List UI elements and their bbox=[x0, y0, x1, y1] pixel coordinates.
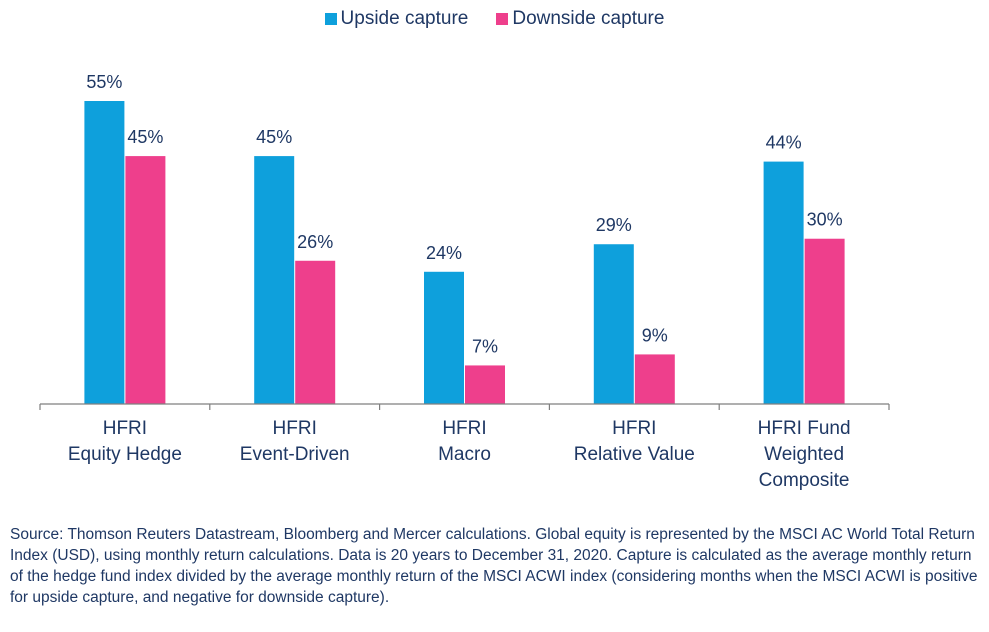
category-label-5-line-1: HFRI Fund bbox=[758, 418, 851, 439]
category-label-2-line-1: HFRI bbox=[273, 418, 317, 439]
data-label-upside-2: 45% bbox=[256, 127, 292, 147]
bar-upside-4 bbox=[593, 244, 634, 404]
category-label-4-line-1: HFRI bbox=[612, 418, 656, 439]
category-label-1-line-1: HFRI bbox=[103, 418, 147, 439]
data-label-downside-4: 9% bbox=[642, 325, 668, 345]
bar-downside-5 bbox=[804, 238, 845, 404]
data-label-downside-3: 7% bbox=[472, 336, 498, 356]
category-label-5-line-3: Composite bbox=[759, 470, 850, 491]
bar-downside-2 bbox=[295, 260, 336, 404]
category-label-1-line-2: Equity Hedge bbox=[68, 444, 182, 465]
chart-legend: Upside capture Downside capture bbox=[0, 8, 989, 30]
data-label-upside-3: 24% bbox=[426, 243, 462, 263]
data-label-upside-4: 29% bbox=[596, 215, 632, 235]
data-label-upside-1: 55% bbox=[86, 72, 122, 92]
legend-item-downside: Downside capture bbox=[496, 8, 664, 30]
legend-label-downside: Downside capture bbox=[512, 8, 665, 29]
bar-upside-5 bbox=[763, 161, 804, 404]
bar-downside-1 bbox=[125, 156, 166, 404]
category-label-4-line-2: Relative Value bbox=[574, 444, 695, 465]
bar-upside-1 bbox=[84, 101, 125, 404]
data-label-downside-2: 26% bbox=[297, 232, 333, 252]
category-label-2-line-2: Event-Driven bbox=[240, 444, 350, 465]
source-note: Source: Thomson Reuters Datastream, Bloo… bbox=[10, 526, 978, 606]
legend-label-upside: Upside capture bbox=[340, 8, 469, 29]
category-label-3-line-2: Macro bbox=[438, 444, 491, 465]
legend-swatch-downside bbox=[496, 13, 509, 25]
bar-downside-3 bbox=[465, 365, 505, 404]
bar-chart: 55% 45% HFRI Equity Hedge 45% 26% HFRI Event-Dr… bbox=[39, 72, 890, 491]
category-label-3-line-1: HFRI bbox=[442, 418, 486, 439]
bar-upside-3 bbox=[424, 271, 464, 404]
legend-item-upside: Upside capture bbox=[324, 8, 469, 30]
data-label-upside-5: 44% bbox=[766, 133, 802, 153]
bar-upside-2 bbox=[254, 156, 295, 404]
data-label-downside-5: 30% bbox=[807, 210, 843, 230]
category-label-5-line-2: Weighted bbox=[764, 444, 844, 465]
data-label-downside-1: 45% bbox=[127, 127, 163, 147]
legend-swatch-upside bbox=[324, 13, 337, 25]
bar-downside-4 bbox=[634, 354, 675, 404]
